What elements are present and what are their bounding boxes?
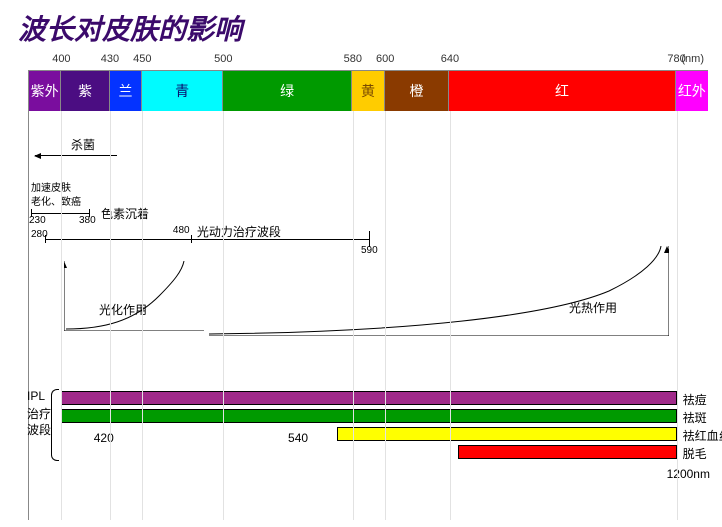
right-curve — [209, 246, 669, 336]
tick-400: 400 — [52, 53, 70, 65]
ipl-tick-mid: 540 — [288, 431, 308, 445]
lbl-left-curve: 光化作用 — [99, 301, 147, 318]
range-230-380 — [31, 213, 89, 214]
tick-430: 430 — [101, 53, 119, 65]
band-绿: 绿 — [223, 71, 352, 111]
ipl-tick-right: 1200nm — [667, 467, 710, 481]
ipl-side-2: 波段 — [27, 421, 51, 438]
arrow-shajun — [35, 155, 117, 156]
unit-label: (nm) — [681, 53, 704, 65]
grid-500 — [223, 111, 224, 520]
band-紫外: 紫外 — [29, 71, 61, 111]
tick-row: 400430450500580600640780 — [29, 53, 708, 71]
band-兰: 兰 — [110, 71, 142, 111]
tick-450: 450 — [133, 53, 151, 65]
band-row: 紫外紫兰青绿黄橙红红外 — [29, 71, 708, 111]
ipl-bar-1 — [61, 409, 676, 423]
band-紫: 紫 — [61, 71, 110, 111]
lbl-shajun: 杀菌 — [71, 136, 95, 153]
ipl-side-1: 治疗 — [27, 405, 51, 422]
ipl-bar-0 — [61, 391, 676, 405]
grid-780 — [677, 111, 678, 520]
band-红外: 红外 — [676, 71, 708, 111]
ipl-bracket — [51, 389, 59, 461]
ipl-label-1: 祛斑 — [683, 409, 707, 426]
pdt-tick-l — [45, 235, 46, 243]
lbl-jiasu: 加速皮肤 — [31, 179, 71, 194]
page-title: 波长对皮肤的影响 — [18, 8, 242, 48]
tick-600: 600 — [376, 53, 394, 65]
band-橙: 橙 — [385, 71, 450, 111]
ipl-label-2: 祛红血丝 — [683, 427, 722, 444]
ipl-label-3: 脱毛 — [683, 445, 707, 462]
tick-640: 640 — [441, 53, 459, 65]
ipl-bar-3 — [458, 445, 677, 459]
grid-430 — [110, 111, 111, 520]
grid-640 — [450, 111, 451, 520]
tick-580: 580 — [344, 53, 362, 65]
spectrum-chart: 400430450500580600640780 (nm) 紫外紫兰青绿黄橙红红… — [28, 70, 708, 520]
grid-450 — [142, 111, 143, 520]
band-黄: 黄 — [352, 71, 384, 111]
pdt-lbl-m: 480 — [173, 225, 190, 236]
band-青: 青 — [142, 71, 223, 111]
lbl-laohua: 老化、致癌 — [31, 193, 81, 208]
lbl-right-curve: 光热作用 — [569, 299, 617, 316]
grid-600 — [385, 111, 386, 520]
ipl-side-0: IPL — [27, 389, 45, 403]
pdt-tick-m — [191, 235, 192, 243]
grid-580 — [353, 111, 354, 520]
ipl-bar-2 — [337, 427, 677, 441]
ipl-label-0: 祛痘 — [683, 391, 707, 408]
grid-400 — [61, 111, 62, 520]
band-红: 红 — [449, 71, 675, 111]
pdt-text: 光动力治疗波段 — [197, 223, 281, 240]
lbl-380: 380 — [79, 215, 96, 226]
tick-500: 500 — [214, 53, 232, 65]
lbl-230: 230 — [29, 215, 46, 226]
left-curve — [64, 261, 204, 331]
